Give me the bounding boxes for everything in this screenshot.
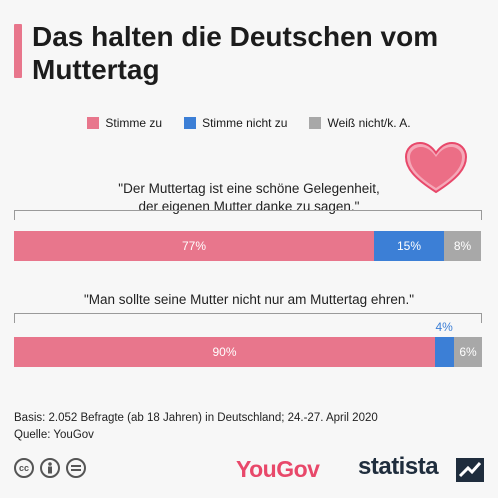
- person-icon: [48, 462, 52, 474]
- legend-item-dontknow: Weiß nicht/k. A.: [309, 116, 411, 130]
- bar-2-label-disagree: 4%: [435, 320, 453, 334]
- statista-logo-text[interactable]: statista: [358, 453, 439, 480]
- bar-1-segment-agree: 77%: [14, 231, 374, 261]
- yougov-logo[interactable]: YouGov: [236, 456, 320, 482]
- footer-notes: Basis: 2.052 Befragte (ab 18 Jahren) in …: [14, 410, 378, 444]
- question-2-line-1: "Man sollte seine Mutter nicht nur am Mu…: [84, 292, 414, 307]
- legend-label-dontknow: Weiß nicht/k. A.: [327, 116, 411, 130]
- legend-swatch-disagree: [184, 117, 197, 129]
- legend-swatch-agree: [87, 117, 100, 129]
- stacked-bar-2: 90% 6%: [14, 337, 482, 367]
- legend-item-disagree: Stimme nicht zu: [184, 116, 287, 130]
- bar-1-segment-dontknow: 8%: [444, 231, 481, 261]
- bar-2-segment-dontknow: 6%: [454, 337, 482, 367]
- legend-label-agree: Stimme zu: [105, 116, 163, 130]
- bar-1-segment-disagree: 15%: [374, 231, 444, 261]
- legend-label-disagree: Stimme nicht zu: [202, 116, 288, 130]
- equals-icon: [71, 465, 81, 471]
- cc-by-icon[interactable]: [40, 458, 60, 478]
- cc-nd-icon[interactable]: [66, 458, 86, 478]
- heart-icon: [404, 142, 468, 194]
- cc-icon[interactable]: cc: [14, 458, 34, 478]
- statista-logo-icon[interactable]: [456, 458, 484, 482]
- chart-title: Das halten die Deutschen vom Muttertag: [32, 21, 439, 85]
- legend-swatch-dontknow: [309, 117, 322, 129]
- license-icons: cc: [14, 458, 86, 478]
- title-accent-bar: [14, 24, 22, 78]
- legend: Stimme zu Stimme nicht zu Weiß nicht/k. …: [0, 116, 498, 130]
- source-text: Quelle: YouGov: [14, 429, 94, 441]
- question-2-bracket: [14, 313, 482, 323]
- bar-2-segment-agree: 90%: [14, 337, 435, 367]
- bar-2-segment-disagree: [435, 337, 454, 367]
- stacked-bar-1: 77% 15% 8%: [14, 231, 482, 261]
- question-1-bracket: [14, 210, 482, 220]
- legend-item-agree: Stimme zu: [87, 116, 162, 130]
- question-1-line-1: "Der Muttertag ist eine schöne Gelegenhe…: [118, 181, 380, 196]
- basis-text: Basis: 2.052 Befragte (ab 18 Jahren) in …: [14, 412, 378, 424]
- question-2: "Man sollte seine Mutter nicht nur am Mu…: [14, 291, 484, 309]
